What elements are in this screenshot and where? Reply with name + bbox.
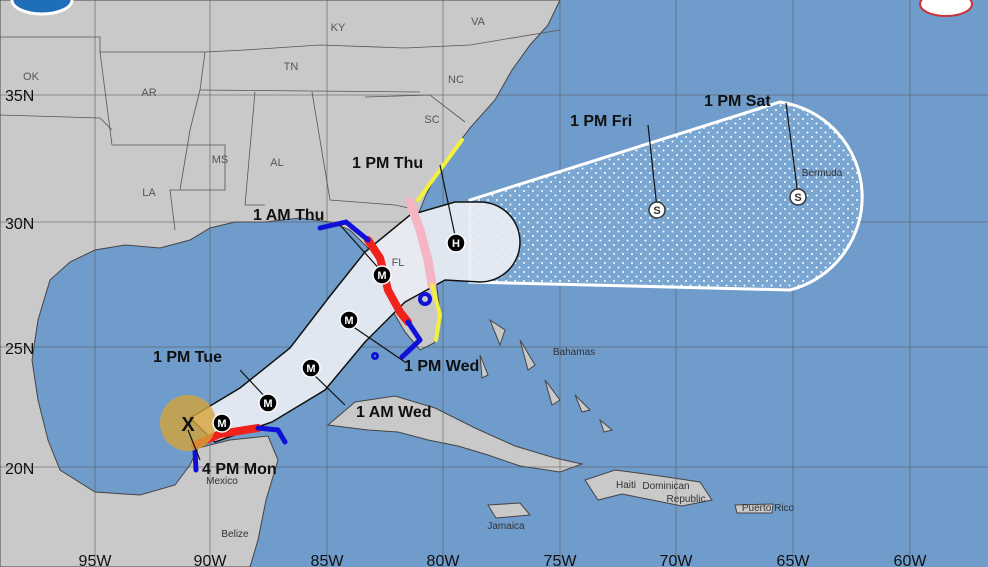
- svg-text:Belize: Belize: [221, 529, 249, 540]
- svg-text:30N: 30N: [5, 216, 34, 233]
- svg-text:M: M: [344, 315, 353, 327]
- svg-text:Mexico: Mexico: [206, 476, 238, 487]
- svg-text:TN: TN: [284, 61, 299, 73]
- svg-text:M: M: [263, 398, 272, 410]
- svg-text:90W: 90W: [194, 553, 228, 567]
- marker-4: M: [339, 310, 359, 330]
- jamaica: [487, 502, 531, 519]
- svg-text:1 AM Thu: 1 AM Thu: [253, 207, 324, 224]
- state-labels: OK AR TN KY VA NC SC MS AL LA FL: [23, 16, 486, 269]
- svg-text:Bahamas: Bahamas: [553, 347, 595, 358]
- svg-text:LA: LA: [142, 187, 156, 199]
- marker-2: M: [258, 393, 278, 413]
- svg-text:75W: 75W: [544, 553, 578, 567]
- marker-8: S: [789, 188, 807, 206]
- svg-text:60W: 60W: [894, 553, 928, 567]
- svg-text:Haiti: Haiti: [616, 480, 636, 491]
- puerto-rico: [734, 503, 774, 514]
- marker-7: S: [648, 201, 666, 219]
- svg-text:65W: 65W: [777, 553, 811, 567]
- svg-text:M: M: [377, 270, 386, 282]
- forecast-markers: X M M M M M H S S: [181, 188, 807, 436]
- svg-text:1 AM Wed: 1 AM Wed: [356, 404, 432, 421]
- svg-text:AR: AR: [141, 87, 156, 99]
- svg-text:AL: AL: [270, 157, 283, 169]
- svg-text:95W: 95W: [79, 553, 113, 567]
- svg-text:Puerto Rico: Puerto Rico: [742, 503, 795, 514]
- svg-text:1 PM Fri: 1 PM Fri: [570, 113, 632, 130]
- svg-text:FL: FL: [392, 257, 405, 269]
- svg-text:OK: OK: [23, 71, 40, 83]
- svg-text:Dominican: Dominican: [642, 481, 689, 492]
- marker-6: H: [446, 233, 466, 253]
- noaa-logo: [10, 0, 74, 16]
- svg-text:85W: 85W: [311, 553, 345, 567]
- svg-text:VA: VA: [471, 16, 486, 28]
- leader-lines: [187, 102, 799, 461]
- svg-text:35N: 35N: [5, 88, 34, 105]
- nws-logo: [919, 0, 973, 17]
- longitude-labels: 95W 90W 85W 80W 75W 70W 65W 60W: [79, 553, 928, 567]
- svg-text:M: M: [217, 418, 226, 430]
- svg-text:80W: 80W: [427, 553, 461, 567]
- svg-text:H: H: [452, 238, 460, 250]
- latitude-labels: 35N 30N 25N 20N: [5, 88, 34, 478]
- current-wind-field: [160, 395, 216, 451]
- svg-text:20N: 20N: [5, 461, 34, 478]
- bahamas-islands: [479, 318, 614, 433]
- svg-text:70W: 70W: [660, 553, 694, 567]
- svg-text:KY: KY: [331, 22, 346, 34]
- place-labels: Bahamas Bermuda Mexico Belize Haiti Dominic…: [206, 168, 843, 540]
- svg-text:Jamaica: Jamaica: [487, 521, 525, 532]
- cuba: [326, 395, 584, 473]
- svg-text:1 PM Thu: 1 PM Thu: [352, 155, 423, 172]
- svg-text:Bermuda: Bermuda: [802, 168, 843, 179]
- marker-5: M: [372, 265, 392, 285]
- svg-text:1 PM Tue: 1 PM Tue: [153, 349, 222, 366]
- marker-3: M: [301, 358, 321, 378]
- svg-text:M: M: [306, 363, 315, 375]
- svg-text:S: S: [794, 192, 801, 204]
- current-position-x: X: [181, 414, 195, 436]
- svg-text:NC: NC: [448, 74, 464, 86]
- svg-text:1 PM Sat: 1 PM Sat: [704, 93, 771, 110]
- time-labels: 4 PM Mon 1 PM Tue 1 AM Wed 1 PM Wed 1 AM…: [153, 93, 771, 478]
- svg-text:SC: SC: [424, 114, 439, 126]
- svg-text:1 PM Wed: 1 PM Wed: [404, 358, 479, 375]
- svg-text:Republic: Republic: [667, 494, 706, 505]
- svg-text:S: S: [653, 205, 660, 217]
- warnings: [191, 138, 464, 473]
- svg-text:4 PM Mon: 4 PM Mon: [202, 461, 277, 478]
- svg-text:MS: MS: [212, 154, 229, 166]
- hispaniola: [584, 469, 713, 507]
- svg-text:25N: 25N: [5, 341, 34, 358]
- marker-1: M: [212, 413, 232, 433]
- extended-forecast-cone: [468, 100, 864, 292]
